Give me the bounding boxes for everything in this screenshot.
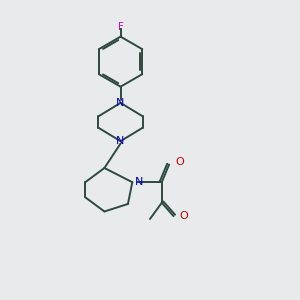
Text: N: N (135, 177, 143, 187)
Text: N: N (116, 98, 125, 108)
Text: O: O (175, 157, 184, 167)
Text: F: F (118, 22, 124, 32)
Text: O: O (179, 211, 188, 221)
Text: N: N (116, 136, 125, 146)
